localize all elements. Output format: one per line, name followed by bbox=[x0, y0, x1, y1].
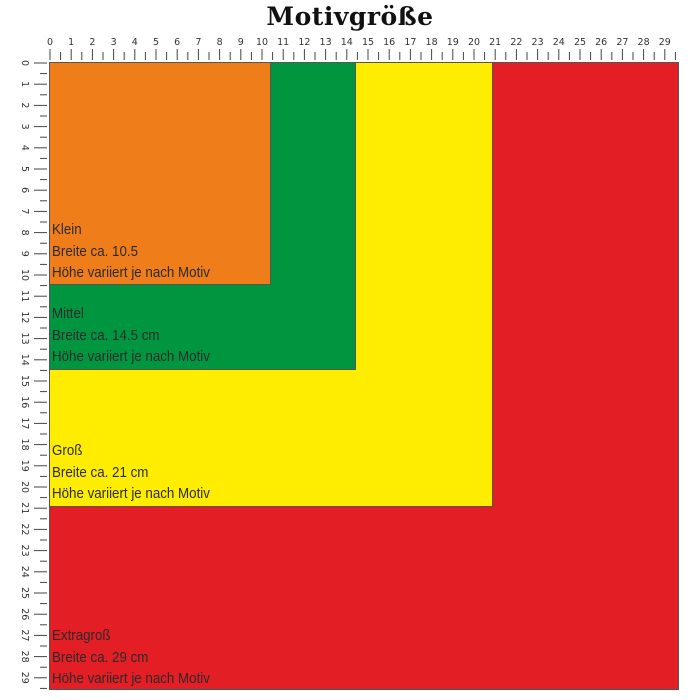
left-ruler-label: 21 bbox=[19, 502, 30, 514]
left-ruler-label: 22 bbox=[19, 523, 30, 535]
left-ruler-label: 5 bbox=[19, 166, 30, 172]
top-ruler-label: 0 bbox=[47, 37, 53, 48]
top-ruler-label: 25 bbox=[574, 37, 586, 48]
size-height-note: Höhe variiert je nach Motiv bbox=[52, 265, 210, 281]
left-ruler-label: 6 bbox=[19, 187, 30, 193]
label-gross: Groß Breite ca. 21 cm Höhe variiert je n… bbox=[52, 441, 210, 506]
top-ruler-label: 19 bbox=[447, 37, 459, 48]
left-ruler-label: 25 bbox=[19, 587, 30, 599]
top-ruler-label: 23 bbox=[532, 37, 544, 48]
top-ruler-label: 27 bbox=[616, 37, 628, 48]
label-extragross: Extragroß Breite ca. 29 cm Höhe variiert… bbox=[52, 626, 210, 691]
top-ruler-label: 2 bbox=[89, 37, 95, 48]
top-ruler-label: 6 bbox=[174, 37, 180, 48]
top-ruler-label: 20 bbox=[468, 37, 480, 48]
top-ruler-label: 8 bbox=[217, 37, 223, 48]
left-ruler-label: 2 bbox=[19, 102, 30, 108]
left-ruler-label: 13 bbox=[19, 333, 30, 345]
top-ruler-label: 29 bbox=[659, 37, 671, 48]
label-klein: Klein Breite ca. 10.5 Höhe variiert je n… bbox=[52, 220, 210, 285]
top-ruler-label: 24 bbox=[553, 37, 565, 48]
left-ruler-label: 0 bbox=[19, 60, 30, 66]
left-ruler-label: 26 bbox=[19, 608, 30, 620]
left-ruler-label: 9 bbox=[19, 251, 30, 257]
size-height-note: Höhe variiert je nach Motiv bbox=[52, 349, 210, 365]
left-ruler-label: 28 bbox=[19, 651, 30, 663]
top-ruler-label: 26 bbox=[595, 37, 607, 48]
left-ruler-label: 18 bbox=[19, 439, 30, 451]
top-ruler-label: 11 bbox=[277, 37, 289, 48]
top-ruler-label: 9 bbox=[238, 37, 244, 48]
left-ruler-label: 17 bbox=[19, 417, 30, 429]
left-ruler-label: 10 bbox=[19, 269, 30, 281]
top-ruler-label: 3 bbox=[111, 37, 117, 48]
left-ruler-label: 14 bbox=[19, 354, 30, 366]
size-name: Extragroß bbox=[52, 628, 111, 644]
size-name: Groß bbox=[52, 443, 83, 459]
top-ruler-label: 14 bbox=[341, 37, 353, 48]
top-ruler-label: 13 bbox=[320, 37, 332, 48]
left-ruler-label: 3 bbox=[19, 124, 30, 130]
left-ruler-label: 27 bbox=[19, 629, 30, 641]
left-ruler-label: 15 bbox=[19, 375, 30, 387]
left-ruler-label: 11 bbox=[19, 290, 30, 302]
top-ruler-label: 22 bbox=[510, 37, 522, 48]
top-ruler-label: 21 bbox=[489, 37, 501, 48]
left-ruler-label: 1 bbox=[19, 81, 30, 87]
top-ruler-label: 15 bbox=[362, 37, 374, 48]
top-ruler-label: 12 bbox=[298, 37, 310, 48]
size-height-note: Höhe variiert je nach Motiv bbox=[52, 671, 210, 687]
left-ruler-label: 7 bbox=[19, 208, 30, 214]
left-ruler-label: 19 bbox=[19, 460, 30, 472]
top-ruler-label: 18 bbox=[426, 37, 438, 48]
size-name: Klein bbox=[52, 222, 82, 238]
top-ruler-label: 28 bbox=[638, 37, 650, 48]
size-width: Breite ca. 14.5 cm bbox=[52, 327, 160, 344]
left-ruler-label: 23 bbox=[19, 545, 30, 557]
size-width: Breite ca. 21 cm bbox=[52, 464, 149, 481]
top-ruler-label: 1 bbox=[68, 37, 74, 48]
top-ruler-label: 17 bbox=[404, 37, 416, 48]
size-width: Breite ca. 10.5 bbox=[52, 243, 139, 260]
size-width: Breite ca. 29 cm bbox=[52, 649, 149, 666]
top-ruler-label: 10 bbox=[256, 37, 268, 48]
left-ruler-label: 16 bbox=[19, 396, 30, 408]
top-ruler-label: 4 bbox=[132, 37, 138, 48]
left-ruler-label: 8 bbox=[19, 230, 30, 236]
size-box-klein bbox=[49, 62, 271, 285]
top-ruler-label: 16 bbox=[383, 37, 395, 48]
left-ruler-label: 20 bbox=[19, 481, 30, 493]
top-ruler-label: 5 bbox=[153, 37, 159, 48]
left-ruler-label: 29 bbox=[19, 672, 30, 684]
left-ruler-label: 12 bbox=[19, 311, 30, 323]
label-mittel: Mittel Breite ca. 14.5 cm Höhe variiert … bbox=[52, 304, 210, 369]
top-ruler-label: 7 bbox=[195, 37, 201, 48]
left-ruler-label: 24 bbox=[19, 566, 30, 578]
size-name: Mittel bbox=[52, 306, 84, 322]
page-title: Motivgröße bbox=[266, 2, 434, 31]
left-ruler-label: 4 bbox=[19, 145, 30, 151]
size-height-note: Höhe variiert je nach Motiv bbox=[52, 486, 210, 502]
